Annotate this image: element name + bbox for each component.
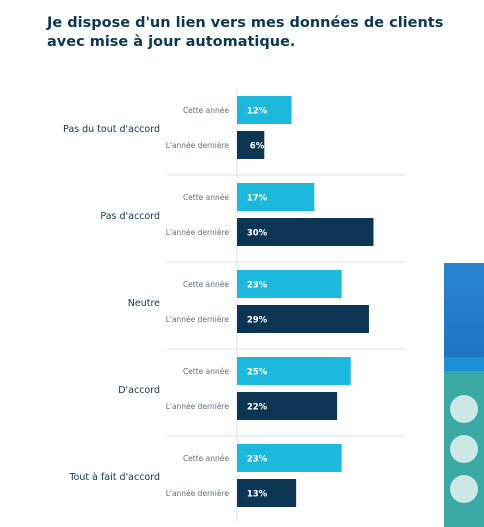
data-label: 30% — [247, 229, 268, 239]
decorative-circle-icon — [450, 435, 478, 463]
decorative-strip — [444, 357, 484, 371]
series-label-this-year: Cette année — [183, 193, 229, 202]
bar-this-year — [237, 183, 315, 211]
data-label: 13% — [247, 490, 268, 500]
category-label: Pas du tout d'accord — [63, 124, 160, 135]
chart-title: Je dispose d'un lien vers mes données de… — [47, 15, 444, 50]
bar-last-year — [237, 305, 369, 333]
decorative-teal-block — [444, 371, 484, 527]
bar-this-year — [237, 270, 342, 298]
series-label-this-year: Cette année — [183, 454, 229, 463]
data-label: 23% — [247, 281, 268, 291]
bar-last-year — [237, 218, 374, 246]
series-label-last-year: L'année dernière — [166, 402, 230, 411]
bar-this-year — [237, 357, 351, 385]
series-label-last-year: L'année dernière — [166, 489, 230, 498]
data-label: 17% — [247, 194, 268, 204]
bar-last-year — [237, 131, 265, 159]
bar-this-year — [237, 444, 342, 472]
decorative-circle-icon — [450, 475, 478, 503]
data-label: 29% — [247, 316, 268, 326]
category-label: Neutre — [128, 298, 160, 309]
data-label: 12% — [247, 107, 268, 117]
data-label: 25% — [247, 368, 268, 378]
series-label-last-year: L'année dernière — [166, 315, 230, 324]
category-label: Tout à fait d'accord — [68, 472, 160, 483]
bar-last-year — [237, 392, 338, 420]
data-label: 23% — [247, 455, 268, 465]
decorative-circle-icon — [450, 395, 478, 423]
series-label-this-year: Cette année — [183, 367, 229, 376]
bar-this-year — [237, 96, 292, 124]
series-label-this-year: Cette année — [183, 280, 229, 289]
series-label-last-year: L'année dernière — [166, 228, 230, 237]
data-label: 6% — [250, 142, 265, 152]
decorative-panel — [444, 263, 484, 527]
bar-last-year — [237, 479, 297, 507]
category-label: Pas d'accord — [100, 211, 160, 222]
category-label: D'accord — [118, 385, 160, 396]
data-label: 22% — [247, 403, 268, 413]
decorative-blue-block — [444, 263, 484, 357]
series-label-this-year: Cette année — [183, 106, 229, 115]
series-label-last-year: L'année dernière — [166, 141, 230, 150]
